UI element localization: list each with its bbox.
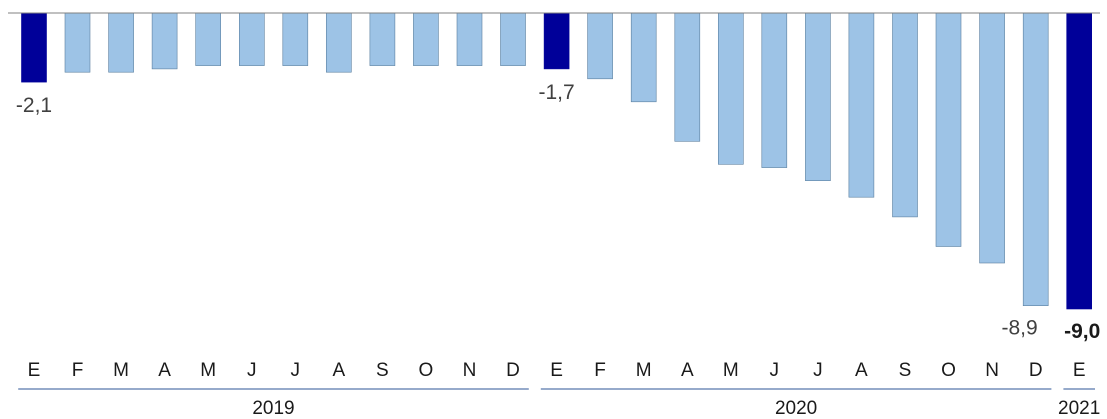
month-tick-10: N: [463, 360, 477, 381]
bar-19: [849, 13, 874, 197]
bar-14: [631, 13, 656, 102]
month-tick-3: A: [158, 360, 171, 381]
bar-6: [283, 13, 308, 66]
year-groups: 2019 2020 2021: [18, 389, 1100, 419]
bar-5: [239, 13, 264, 66]
month-tick-7: A: [332, 360, 345, 381]
bar-17: [762, 13, 787, 168]
bars-group: [22, 13, 1092, 309]
bar-7: [326, 13, 351, 72]
month-tick-24: E: [1073, 360, 1086, 381]
month-tick-17: J: [770, 360, 780, 381]
month-tick-4: M: [200, 360, 216, 381]
data-label-24: -9,0: [1064, 320, 1100, 343]
data-label-23: -8,9: [1002, 317, 1038, 340]
bar-18: [805, 13, 830, 181]
month-tick-22: N: [985, 360, 999, 381]
bar-8: [370, 13, 395, 66]
bar-12: [544, 13, 569, 69]
month-tick-12: E: [550, 360, 563, 381]
month-tick-6: J: [291, 360, 301, 381]
bar-23: [1023, 13, 1048, 306]
bar-4: [196, 13, 221, 66]
month-tick-1: F: [72, 360, 84, 381]
month-tick-14: M: [636, 360, 652, 381]
month-tick-15: A: [681, 360, 694, 381]
bar-21: [936, 13, 961, 247]
year-label-2021: 2021: [1058, 398, 1100, 419]
month-tick-9: O: [419, 360, 434, 381]
data-label-12: -1,7: [539, 81, 575, 104]
month-tick-8: S: [376, 360, 389, 381]
month-tick-21: O: [941, 360, 956, 381]
year-label-2020: 2020: [775, 398, 817, 419]
month-tick-11: D: [506, 360, 520, 381]
bar-3: [152, 13, 177, 69]
bar-11: [501, 13, 526, 66]
data-label-0: -2,1: [16, 94, 52, 117]
bar-15: [675, 13, 700, 141]
month-tick-19: A: [855, 360, 868, 381]
bar-20: [893, 13, 918, 217]
bar-13: [588, 13, 613, 79]
month-tick-2: M: [113, 360, 129, 381]
year-label-2019: 2019: [252, 398, 294, 419]
month-tick-23: D: [1029, 360, 1043, 381]
bar-16: [718, 13, 743, 164]
bar-9: [413, 13, 438, 66]
month-tick-16: M: [723, 360, 739, 381]
month-tick-13: F: [594, 360, 606, 381]
month-tick-20: S: [899, 360, 912, 381]
month-tick-5: J: [247, 360, 257, 381]
bar-1: [65, 13, 90, 72]
month-tick-18: J: [813, 360, 823, 381]
bar-22: [980, 13, 1005, 263]
bar-2: [109, 13, 134, 72]
month-tick-0: E: [28, 360, 41, 381]
bar-10: [457, 13, 482, 66]
bar-24: [1067, 13, 1092, 309]
bar-0: [22, 13, 47, 82]
